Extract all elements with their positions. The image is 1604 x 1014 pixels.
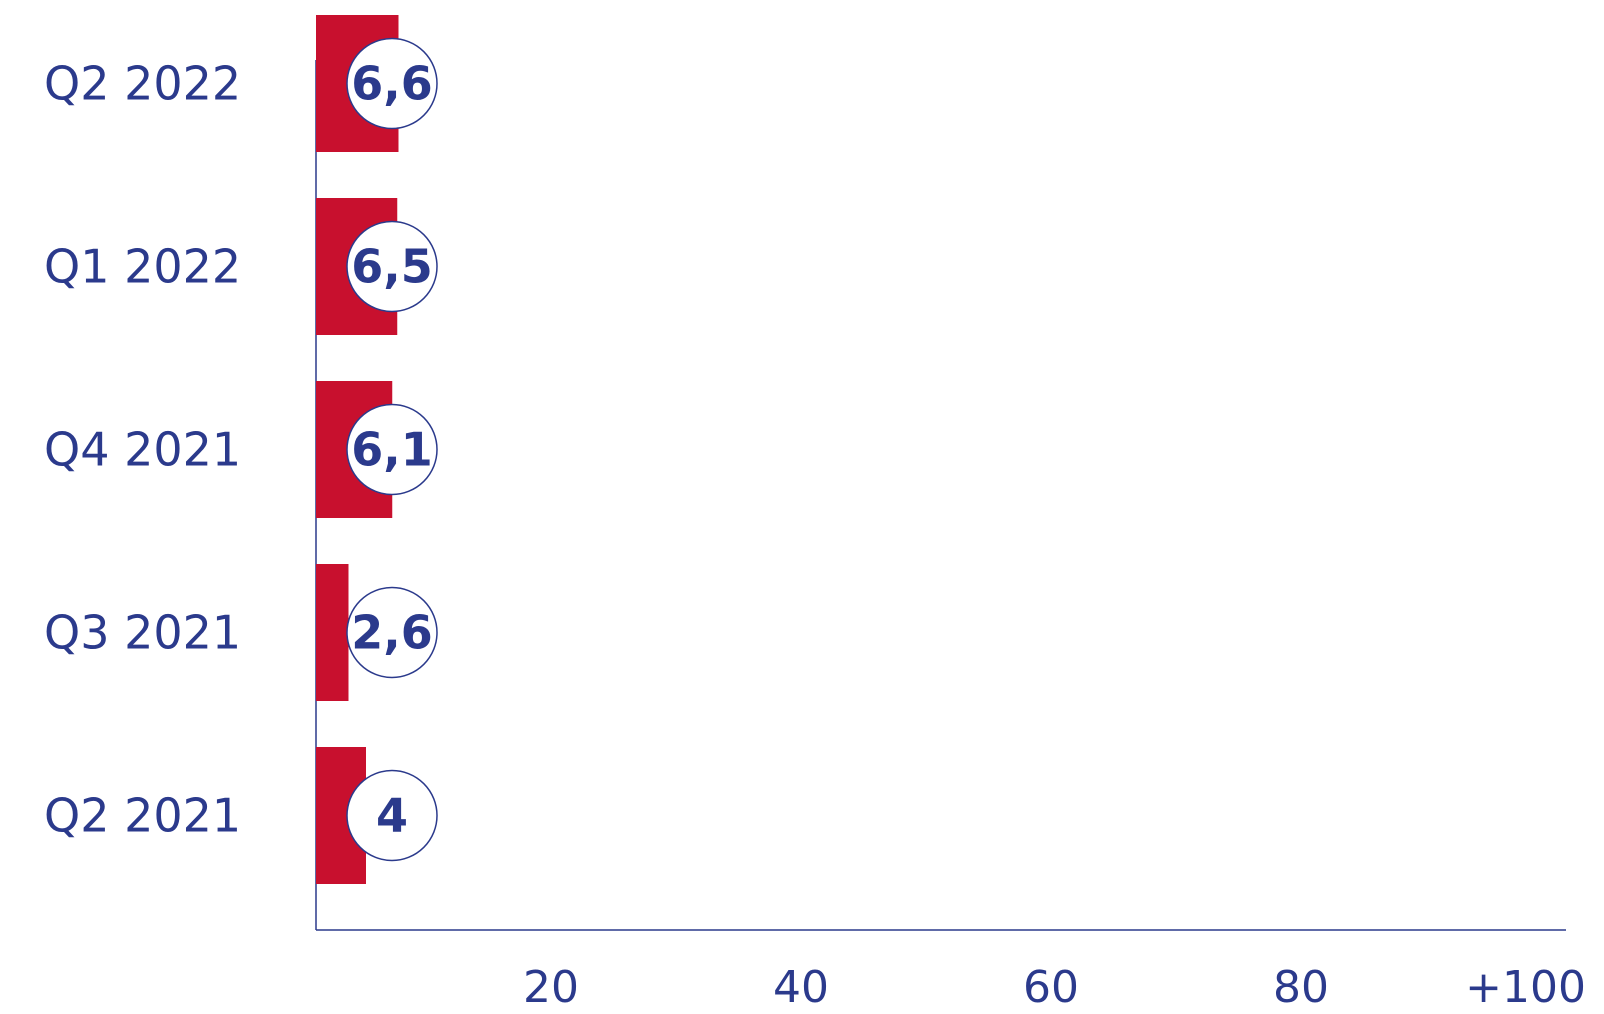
x-tick-label: +100 [1465, 962, 1586, 1013]
value-bubble [346, 37, 438, 130]
data-label: 6,1 [351, 423, 433, 477]
category-label: Q3 2021 [44, 606, 241, 660]
value-bubble [346, 220, 438, 313]
category-label: Q4 2021 [44, 423, 241, 477]
category-label: Q2 2021 [44, 789, 241, 843]
category-label: Q2 2022 [44, 57, 241, 111]
x-tick-label: 20 [523, 962, 579, 1013]
data-label: 4 [376, 789, 408, 843]
value-bubble [346, 769, 438, 862]
x-tick-labels-group: 20 40 60 80 +100 [523, 962, 1586, 1013]
x-tick-label: 40 [773, 962, 829, 1013]
value-bubble [346, 403, 438, 496]
data-label: 2,6 [351, 606, 433, 660]
data-label: 6,5 [351, 240, 433, 294]
data-label: 6,6 [351, 57, 433, 111]
x-tick-label: 80 [1273, 962, 1329, 1013]
category-labels-group: Q2 2022 Q1 2022 Q4 2021 Q3 2021 Q2 2021 [44, 57, 241, 843]
x-tick-label: 60 [1023, 962, 1079, 1013]
category-label: Q1 2022 [44, 240, 241, 294]
value-bubble [346, 586, 438, 679]
bar [316, 564, 349, 701]
bars-group: 6,6 6,5 6,1 2,6 4 [316, 15, 438, 884]
